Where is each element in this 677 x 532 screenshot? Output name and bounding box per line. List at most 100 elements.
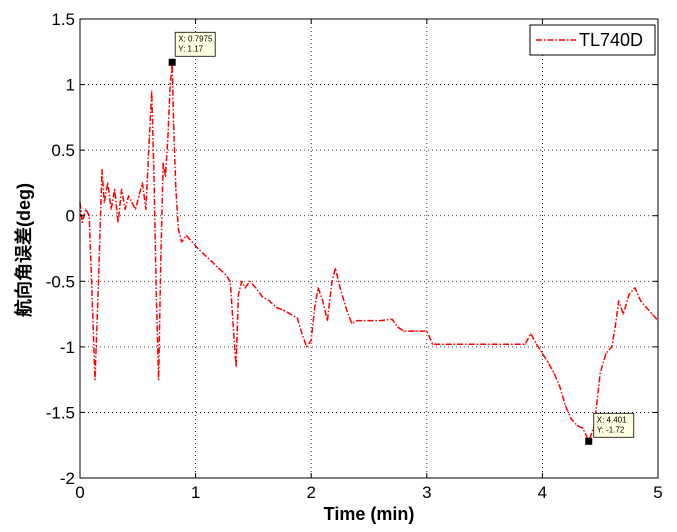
data-point [249,280,251,282]
data-point [181,241,183,243]
data-point [275,306,278,309]
data-point [296,317,298,319]
data-point [564,405,567,407]
series-layer [79,61,659,443]
data-point [582,427,584,429]
x-tick-label: 3 [422,483,431,502]
data-point [326,320,328,322]
data-point [131,202,133,204]
x-axis-title: Time (min) [324,504,415,524]
data-point [614,326,616,328]
data-point [334,267,337,269]
plot-background [80,19,658,478]
data-point [97,280,100,282]
data-point [160,254,162,256]
y-tick-label: -1.5 [46,403,75,422]
y-tick-label: -1 [60,338,75,357]
data-point [351,322,353,324]
data-point [380,320,382,322]
data-point [158,379,160,381]
data-point [282,309,285,311]
data-point [117,221,119,223]
data-point [191,241,193,243]
data-point [121,188,123,191]
data-point [306,346,308,348]
data-point [128,195,130,197]
data-point [289,313,291,315]
data-point [301,333,303,335]
data-point [244,287,246,289]
data-point [403,330,405,332]
data-point [262,296,264,298]
data-point [634,287,636,289]
data-point [101,169,103,171]
datatip-x-label: X: 4.401 [597,415,627,424]
data-point [169,84,171,86]
data-point [339,287,341,289]
data-point [368,320,370,322]
data-point [138,195,140,197]
datatip-y-label: Y: 1.17 [178,44,203,53]
data-point [162,162,164,164]
data-point [151,90,153,92]
data-point [91,280,93,282]
plot-frame [79,18,659,479]
y-axis-title: 航向角误差(deg) [13,183,34,317]
data-point [553,372,555,374]
data-point [225,274,227,276]
data-point [145,208,147,210]
data-point [233,333,235,335]
data-point [322,300,324,302]
data-point [310,339,312,341]
data-point [640,300,642,302]
data-point [559,385,561,387]
data-point [437,343,439,345]
data-point [218,267,220,269]
data-point [155,293,157,295]
data-point [167,136,169,138]
x-tick-label: 2 [306,483,315,502]
y-tick-labels: 1.5 1 0.5 0 -0.5 -1 -1.5 -2 [46,10,75,488]
data-point [599,372,601,374]
data-point [484,343,486,345]
data-point [651,313,653,315]
data-point [85,208,87,210]
x-tick-label: 4 [538,483,547,502]
data-point [114,188,116,191]
data-point [314,306,316,309]
data-point [204,254,206,256]
data-point [397,326,399,328]
data-point [618,300,620,302]
data-point [524,343,526,345]
datatip-marker[interactable] [585,437,593,445]
data-point [345,306,347,309]
data-point [197,247,199,250]
data-point [605,352,607,354]
data-point [134,208,137,210]
data-point [541,352,544,354]
data-point [241,280,243,282]
data-point [211,261,213,263]
y-tick-label: 0.5 [51,141,75,160]
data-point [547,362,549,364]
data-point [235,365,237,368]
legend-series-label: TL740D [579,30,643,50]
x-tick-label: 0 [75,483,84,502]
datatip-marker[interactable] [168,58,176,66]
y-tick-label: 0 [66,207,75,226]
data-point [331,280,333,282]
data-point [164,175,167,177]
data-point [622,313,624,315]
data-point [628,293,630,295]
data-point [391,318,393,320]
data-point [185,234,187,236]
data-point [645,306,648,309]
datatip-box [593,412,635,438]
datatip-box [174,31,216,57]
grid-lines [80,19,658,478]
